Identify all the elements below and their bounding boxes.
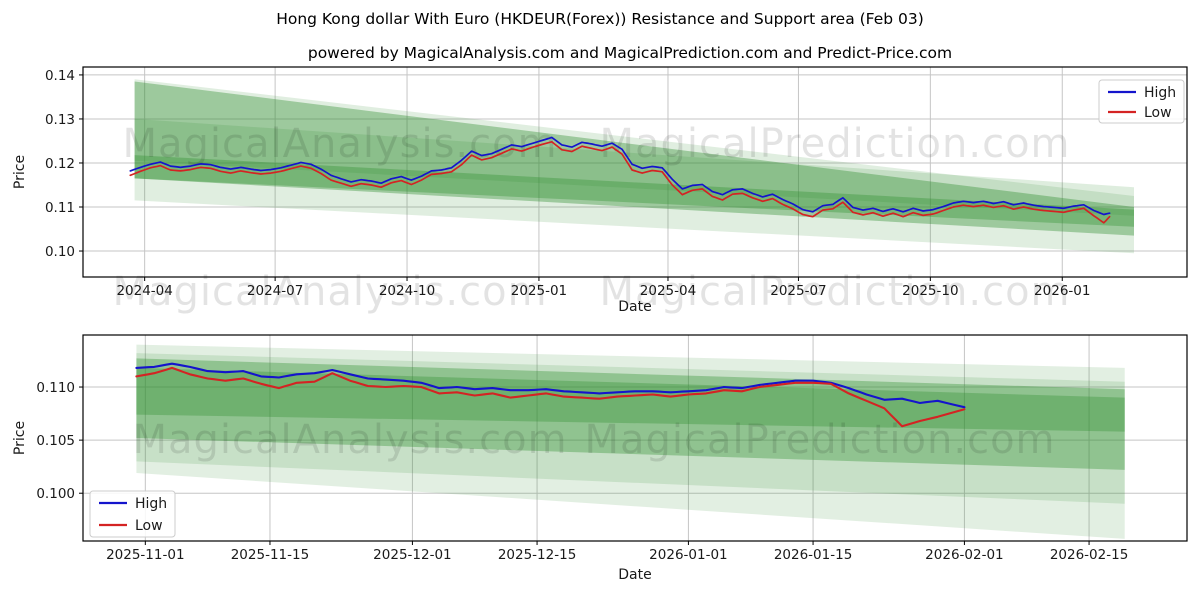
y-tick-label: 0.105 xyxy=(36,433,75,449)
y-tick-label: 0.13 xyxy=(45,112,75,128)
watermark-text: MagicalPrediction.com xyxy=(585,417,1056,463)
watermark-text: MagicalAnalysis.com xyxy=(122,121,557,167)
x-tick-label: 2026-01 xyxy=(1034,283,1090,299)
x-tick-label: 2025-11-15 xyxy=(231,547,309,563)
x-tick-label: 2024-07 xyxy=(247,283,303,299)
chart-subtitle: powered by MagicalAnalysis.com and Magic… xyxy=(307,44,953,62)
y-axis-label: Price xyxy=(12,421,28,455)
x-tick-label: 2024-10 xyxy=(379,283,435,299)
price-line-high xyxy=(129,136,1111,216)
legend-layer: High Low High Low xyxy=(89,79,1185,538)
support-resistance-band xyxy=(136,367,1125,432)
x-tick-label: 2025-12-01 xyxy=(373,547,451,563)
y-tick-label: 0.110 xyxy=(36,380,75,396)
watermark-text: MagicalPrediction.com xyxy=(600,121,1071,167)
y-tick-label: 0.14 xyxy=(45,68,75,84)
legend-label-high: High xyxy=(135,496,167,512)
price-line-low xyxy=(135,366,966,428)
x-tick-label: 2026-01-15 xyxy=(774,547,852,563)
x-tick-label: 2026-01-01 xyxy=(649,547,727,563)
x-tick-label: 2025-10 xyxy=(902,283,958,299)
plot-border xyxy=(82,334,1188,542)
y-tick-label: 0.11 xyxy=(45,200,75,216)
support-resistance-band xyxy=(134,81,1135,236)
x-tick-label: 2025-07 xyxy=(770,283,826,299)
support-resistance-band xyxy=(136,344,1125,539)
x-tick-label: 2025-01 xyxy=(511,283,567,299)
x-axis-label: Date xyxy=(618,299,651,315)
series-layer xyxy=(129,136,1111,428)
x-tick-label: 2026-02-15 xyxy=(1050,547,1128,563)
watermark-text: MagicalAnalysis.com xyxy=(132,417,567,463)
x-axis-label: Date xyxy=(618,567,651,583)
support-resistance-band xyxy=(136,353,1125,504)
x-tick-label: 2026-02-01 xyxy=(925,547,1003,563)
support-resistance-band xyxy=(134,155,1135,227)
legend-label-low: Low xyxy=(135,518,163,534)
watermark-layer: MagicalAnalysis.com MagicalPrediction.com… xyxy=(112,121,1071,463)
x-tick-label: 2025-04 xyxy=(640,283,696,299)
legend-label-low: Low xyxy=(1144,105,1172,121)
axes-layer: 2024-04 2024-07 2024-10 2025-01 2025-04 2025-… xyxy=(12,66,1188,583)
support-resistance-band xyxy=(134,118,1135,216)
price-line-low xyxy=(129,140,1111,224)
plot-border xyxy=(82,66,1188,278)
y-tick-label: 0.10 xyxy=(45,244,75,260)
chart-title: Hong Kong dollar With Euro (HKDEUR(Forex… xyxy=(276,10,924,28)
price-line-high xyxy=(135,362,966,409)
legend-label-high: High xyxy=(1144,85,1176,101)
y-tick-label: 0.100 xyxy=(36,486,75,502)
x-tick-label: 2024-04 xyxy=(116,283,172,299)
x-tick-label: 2025-11-01 xyxy=(106,547,184,563)
y-tick-label: 0.12 xyxy=(45,156,75,172)
watermark-text: MagicalAnalysis.com xyxy=(112,269,547,315)
y-axis-label: Price xyxy=(12,155,28,189)
support-resistance-band xyxy=(134,79,1135,254)
x-tick-label: 2025-12-15 xyxy=(498,547,576,563)
